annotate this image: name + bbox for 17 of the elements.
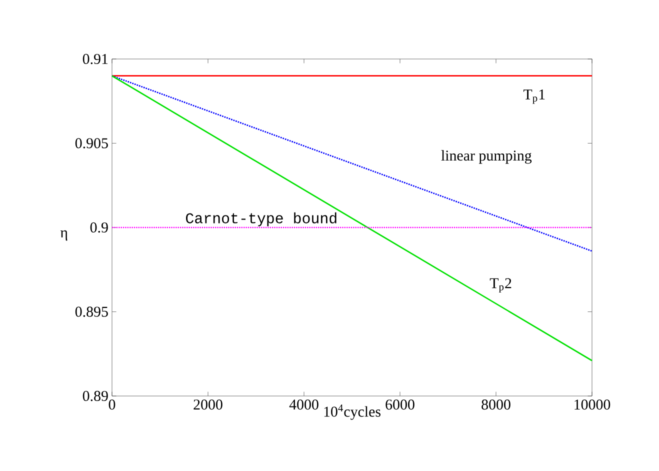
- x-tick-label: 0: [108, 400, 116, 410]
- ref-line-label: Carnot-type bound: [186, 212, 336, 226]
- y-tick-label: 0.91: [82, 54, 108, 64]
- series-label: T$_{p}$1: [524, 89, 545, 104]
- y-tick-label: 0.895: [75, 306, 108, 317]
- series-label: T$_{p}$2: [490, 278, 512, 292]
- y-tick-label: 0.89: [82, 390, 108, 402]
- x-tick-label: 2000: [194, 400, 222, 410]
- x-axis-title: 10$^{4}$cycles: [324, 404, 380, 420]
- x-tick-label: 8000: [482, 400, 510, 410]
- y-tick-label: 0.9: [90, 222, 108, 233]
- y-axis-title: η: [60, 230, 68, 241]
- y-tick-label: 0.905: [75, 138, 108, 148]
- text: linear pumping: [441, 150, 532, 164]
- x-tick-label: 4000: [289, 400, 318, 410]
- x-tick-label: 10000: [574, 400, 610, 410]
- x-tick-label: 6000: [386, 400, 414, 410]
